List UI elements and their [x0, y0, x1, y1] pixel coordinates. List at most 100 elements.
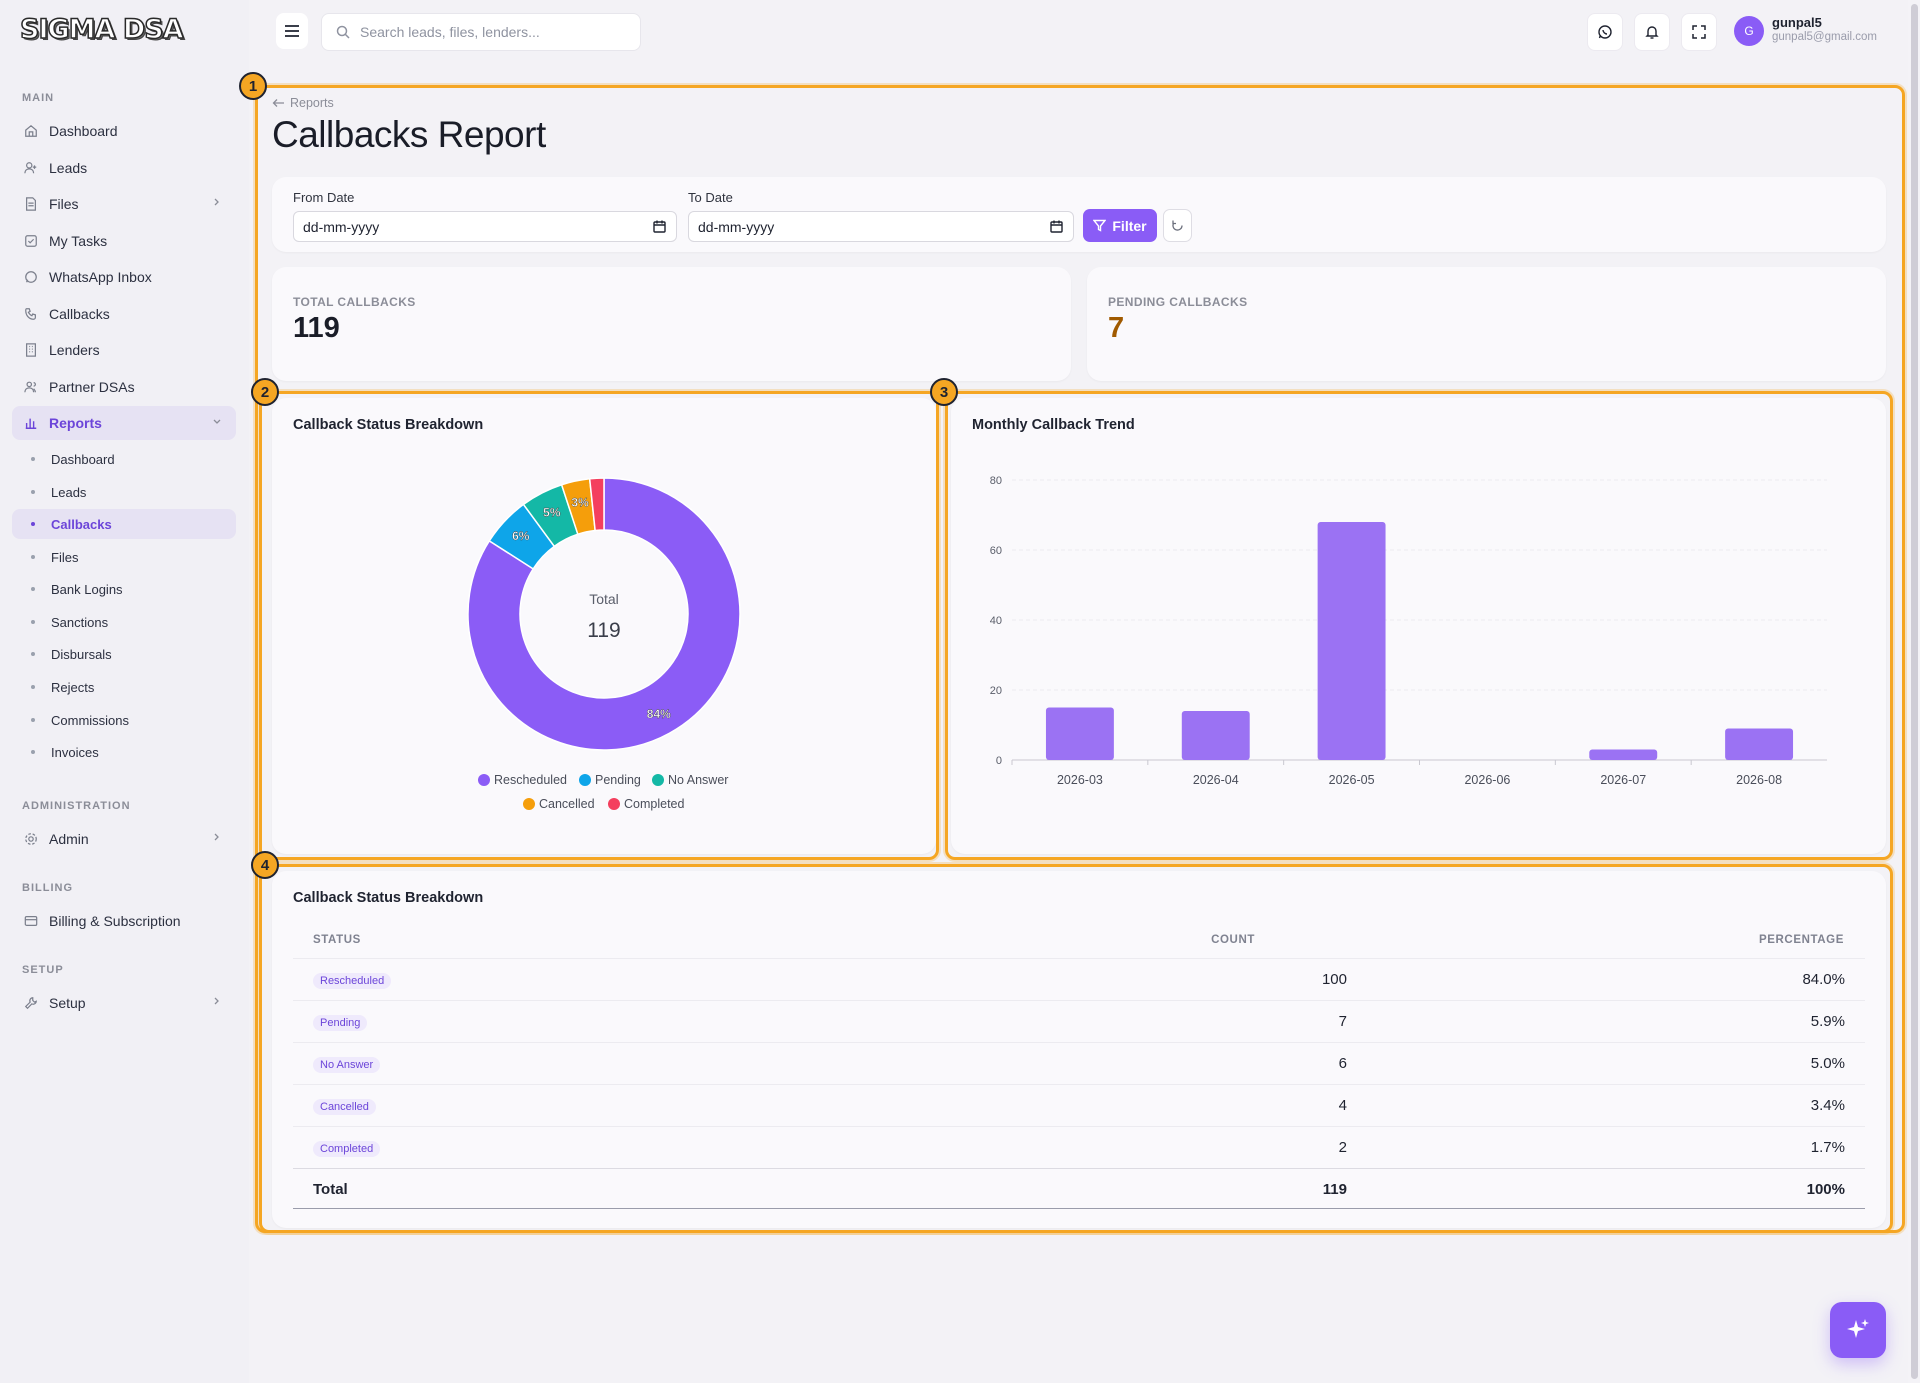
donut-center-value: 119: [587, 619, 620, 642]
bullet-icon: [31, 620, 35, 624]
sidebar-subitem-callbacks[interactable]: Callbacks: [12, 509, 236, 539]
count-cell: 100: [1321, 971, 1347, 988]
monthly-trend-chart-card: [951, 398, 1886, 854]
sidebar-subitem-disbursals[interactable]: Disbursals: [12, 639, 236, 669]
fullscreen-icon: [1692, 25, 1706, 39]
sidebar-item-label: Setup: [49, 995, 86, 1011]
bullet-icon: [31, 490, 35, 494]
legend-item-pending[interactable]: Pending: [579, 773, 641, 787]
sidebar-item-whatsapp-inbox[interactable]: WhatsApp Inbox: [12, 260, 236, 294]
sidebar-item-leads[interactable]: Leads: [12, 151, 236, 185]
page-scrollbar[interactable]: [1908, 0, 1920, 1383]
chevron-down-icon: [213, 419, 221, 424]
section-title-billing: BILLING: [22, 882, 73, 894]
legend-label: Cancelled: [539, 797, 595, 811]
fullscreen-button[interactable]: [1681, 13, 1717, 51]
legend-item-completed[interactable]: Completed: [608, 797, 684, 811]
y-tick-label: 60: [990, 545, 1002, 557]
search-icon: [336, 25, 350, 39]
column-header-status[interactable]: STATUS: [313, 934, 361, 946]
from-date-input[interactable]: dd-mm-yyyy: [293, 211, 677, 242]
calendar-icon[interactable]: [1050, 220, 1063, 233]
building-icon: [24, 343, 38, 357]
y-tick-label: 40: [990, 615, 1002, 627]
status-badge: Cancelled: [313, 1099, 376, 1115]
sidebar-subitem-bank-logins[interactable]: Bank Logins: [12, 574, 236, 604]
count-cell: 2: [1338, 1139, 1347, 1156]
legend-item-rescheduled[interactable]: Rescheduled: [478, 773, 567, 787]
menu-toggle-button[interactable]: [276, 13, 308, 49]
search-bar[interactable]: [321, 13, 641, 51]
bar-2026-04: [1181, 711, 1250, 760]
sidebar: SIGMA DSA MAIN Dashboard Leads Files My …: [0, 0, 249, 1383]
sidebar-subitem-files[interactable]: Files: [12, 542, 236, 572]
pending-callbacks-label: PENDING CALLBACKS: [1108, 295, 1248, 309]
scrollbar-thumb[interactable]: [1911, 4, 1918, 1379]
sidebar-item-reports[interactable]: Reports: [12, 406, 236, 440]
x-tick-label: 2026-04: [1193, 773, 1239, 787]
whatsapp-button[interactable]: [1587, 13, 1623, 51]
total-count: 119: [1322, 1181, 1347, 1198]
to-date-value: dd-mm-yyyy: [698, 218, 775, 235]
x-tick-label: 2026-08: [1736, 773, 1782, 787]
legend-item-cancelled[interactable]: Cancelled: [523, 797, 595, 811]
sidebar-item-admin[interactable]: Admin: [12, 822, 236, 856]
calendar-icon[interactable]: [653, 220, 666, 233]
app-logo[interactable]: SIGMA DSA: [19, 13, 184, 46]
bar-2026-08: [1725, 728, 1794, 760]
bar-chart-icon: [24, 416, 38, 430]
sidebar-subitem-label: Rejects: [51, 679, 95, 695]
to-date-label: To Date: [688, 190, 733, 205]
table-row: Cancelled 4 3.4%: [293, 1084, 1865, 1126]
sidebar-subitem-dashboard[interactable]: Dashboard: [12, 444, 236, 474]
sidebar-subitem-leads[interactable]: Leads: [12, 477, 236, 507]
table-row: Completed 2 1.7%: [293, 1126, 1865, 1168]
sidebar-item-label: Billing & Subscription: [49, 913, 181, 929]
pending-callbacks-card: [1087, 267, 1886, 381]
sidebar-subitem-invoices[interactable]: Invoices: [12, 737, 236, 767]
pending-callbacks-value: 7: [1108, 312, 1125, 344]
sidebar-item-dashboard[interactable]: Dashboard: [12, 114, 236, 148]
sidebar-subitem-label: Dashboard: [51, 451, 115, 467]
sidebar-subitem-label: Bank Logins: [51, 581, 123, 597]
column-header-count[interactable]: COUNT: [1211, 934, 1255, 946]
total-callbacks-value: 119: [293, 312, 340, 344]
search-input[interactable]: [360, 24, 630, 40]
ai-assistant-button[interactable]: [1830, 1302, 1886, 1358]
bar-2026-03: [1045, 707, 1114, 760]
donut-chart: 84% 6% 5% 3% Total 119: [467, 477, 741, 751]
x-tick-label: 2026-06: [1464, 773, 1510, 787]
legend-item-no-answer[interactable]: No Answer: [652, 773, 728, 787]
sidebar-item-label: Callbacks: [49, 306, 110, 322]
sidebar-item-label: Files: [49, 196, 79, 212]
reset-button[interactable]: [1163, 209, 1192, 242]
y-tick-label: 80: [990, 475, 1002, 487]
percentage-cell: 84.0%: [1802, 971, 1845, 988]
to-date-input[interactable]: dd-mm-yyyy: [688, 211, 1074, 242]
sidebar-item-lenders[interactable]: Lenders: [12, 333, 236, 367]
from-date-label: From Date: [293, 190, 355, 205]
sidebar-item-billing[interactable]: Billing & Subscription: [12, 904, 236, 938]
sidebar-item-callbacks[interactable]: Callbacks: [12, 297, 236, 331]
task-icon: [24, 234, 38, 248]
sidebar-subitem-commissions[interactable]: Commissions: [12, 705, 236, 735]
filter-icon: [1093, 219, 1107, 232]
sidebar-item-label: Dashboard: [49, 123, 118, 139]
sidebar-subitem-rejects[interactable]: Rejects: [12, 672, 236, 702]
donut-slice-label: 84%: [647, 707, 671, 721]
sidebar-item-partner-dsas[interactable]: Partner DSAs: [12, 370, 236, 404]
breadcrumb[interactable]: Reports: [272, 96, 334, 110]
column-header-percentage[interactable]: PERCENTAGE: [1758, 934, 1844, 946]
sidebar-subitem-sanctions[interactable]: Sanctions: [12, 607, 236, 637]
phone-icon: [24, 307, 38, 321]
donut-center-label: Total: [589, 591, 619, 607]
avatar[interactable]: G: [1734, 16, 1764, 46]
user-name[interactable]: gunpal5: [1772, 15, 1822, 30]
legend-swatch: [608, 798, 620, 810]
sidebar-item-files[interactable]: Files: [12, 187, 236, 221]
sidebar-item-setup[interactable]: Setup: [12, 986, 236, 1020]
filter-button[interactable]: Filter: [1083, 209, 1157, 242]
sidebar-item-my-tasks[interactable]: My Tasks: [12, 224, 236, 258]
donut-slice-rescheduled: [467, 477, 741, 751]
notifications-button[interactable]: [1634, 13, 1670, 51]
